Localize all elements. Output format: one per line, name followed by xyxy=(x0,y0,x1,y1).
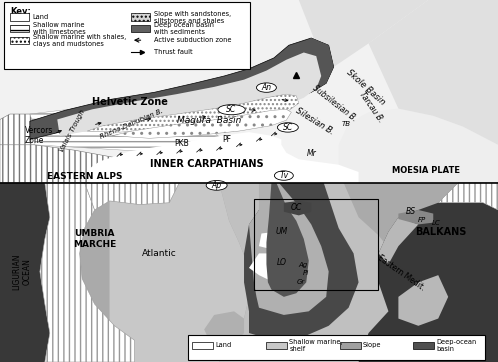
Polygon shape xyxy=(244,183,359,340)
Bar xyxy=(254,199,378,290)
Polygon shape xyxy=(90,132,359,183)
Text: Slope: Slope xyxy=(363,342,381,349)
Text: Rheno-Danubian B.: Rheno-Danubian B. xyxy=(100,108,164,140)
Polygon shape xyxy=(266,183,309,297)
Polygon shape xyxy=(219,183,408,362)
Text: Thrust fault: Thrust fault xyxy=(154,49,193,55)
Polygon shape xyxy=(249,183,329,315)
Polygon shape xyxy=(259,232,284,250)
Polygon shape xyxy=(438,183,498,210)
Polygon shape xyxy=(249,253,279,282)
Text: Mr: Mr xyxy=(306,150,316,158)
Polygon shape xyxy=(339,109,498,183)
Polygon shape xyxy=(369,0,498,145)
Polygon shape xyxy=(0,183,50,362)
Text: Shallow marine
with limestones: Shallow marine with limestones xyxy=(33,22,86,35)
Polygon shape xyxy=(378,217,418,264)
Polygon shape xyxy=(398,210,433,224)
Polygon shape xyxy=(0,183,498,362)
Text: Tarcau B.: Tarcau B. xyxy=(357,90,385,125)
Text: Silesian B.: Silesian B. xyxy=(294,106,336,136)
Bar xyxy=(10,25,29,32)
Text: Eastern Medit.: Eastern Medit. xyxy=(375,254,426,293)
Polygon shape xyxy=(204,311,244,344)
Bar xyxy=(192,342,213,349)
Text: Ag: Ag xyxy=(298,262,307,268)
Polygon shape xyxy=(264,38,334,107)
Polygon shape xyxy=(284,201,311,215)
Text: PF: PF xyxy=(222,135,231,144)
Text: PKB: PKB xyxy=(174,139,189,148)
Text: Shallow marine,
shelf: Shallow marine, shelf xyxy=(289,339,343,352)
Text: Deep ocean basin
with sediments: Deep ocean basin with sediments xyxy=(154,22,214,35)
Text: INNER CARPATHIANS: INNER CARPATHIANS xyxy=(150,159,263,169)
Text: Ap: Ap xyxy=(212,181,222,190)
Polygon shape xyxy=(87,94,299,132)
Bar xyxy=(131,25,150,32)
Bar xyxy=(413,342,434,349)
Text: UMBRIA
MARCHE: UMBRIA MARCHE xyxy=(73,229,116,249)
Text: TB: TB xyxy=(342,121,351,127)
Text: EASTERN ALPS: EASTERN ALPS xyxy=(47,172,123,181)
Polygon shape xyxy=(85,183,179,210)
Text: MOESIA PLATE: MOESIA PLATE xyxy=(392,167,460,175)
Text: Gr: Gr xyxy=(297,279,305,285)
Text: SC: SC xyxy=(227,105,237,114)
Ellipse shape xyxy=(206,181,227,190)
Polygon shape xyxy=(40,183,134,362)
Text: BS: BS xyxy=(406,207,416,216)
Ellipse shape xyxy=(256,83,276,92)
Text: Helvetic Zone: Helvetic Zone xyxy=(92,97,167,107)
Bar xyxy=(340,342,361,349)
Polygon shape xyxy=(0,114,40,145)
Text: UM: UM xyxy=(275,227,287,236)
Polygon shape xyxy=(0,141,159,183)
Ellipse shape xyxy=(277,123,298,132)
Bar xyxy=(10,13,29,21)
Text: OC: OC xyxy=(291,203,302,211)
Bar xyxy=(4,2,250,69)
Polygon shape xyxy=(0,0,498,183)
Text: Skole Basin: Skole Basin xyxy=(345,68,387,107)
Text: Vercors
Zone: Vercors Zone xyxy=(25,126,53,146)
Text: Key:: Key: xyxy=(10,7,31,16)
Ellipse shape xyxy=(274,171,293,180)
Polygon shape xyxy=(112,109,291,138)
Bar xyxy=(188,335,485,360)
Text: Land: Land xyxy=(33,14,49,20)
Polygon shape xyxy=(30,101,229,129)
Text: Slope with sandstones,
siltstones and shales: Slope with sandstones, siltstones and sh… xyxy=(154,10,231,24)
Text: Tv: Tv xyxy=(279,171,288,180)
Text: Land: Land xyxy=(216,342,232,349)
Text: Subsilesian B.: Subsilesian B. xyxy=(311,83,359,123)
Text: Active subduction zone: Active subduction zone xyxy=(154,37,232,43)
Ellipse shape xyxy=(218,105,246,115)
Polygon shape xyxy=(359,183,498,362)
Polygon shape xyxy=(110,183,249,362)
Text: LO: LO xyxy=(276,258,286,267)
Text: Pi: Pi xyxy=(303,270,309,276)
Text: LC: LC xyxy=(431,220,440,226)
Text: Atlantic: Atlantic xyxy=(142,249,177,258)
Polygon shape xyxy=(299,0,428,67)
Text: Shallow marine with shales,
clays and mudstones: Shallow marine with shales, clays and mu… xyxy=(33,34,126,47)
Polygon shape xyxy=(398,275,448,326)
Bar xyxy=(266,342,287,349)
Text: BALKANS: BALKANS xyxy=(415,227,467,237)
Text: LIGURIAN
OCEAN: LIGURIAN OCEAN xyxy=(13,253,32,290)
Text: An: An xyxy=(261,83,271,92)
Bar xyxy=(10,37,29,44)
Text: FP: FP xyxy=(418,217,426,223)
Polygon shape xyxy=(57,52,321,136)
Text: SC: SC xyxy=(283,123,293,132)
Polygon shape xyxy=(35,123,229,154)
Text: Valais Trough: Valais Trough xyxy=(59,109,86,153)
Text: Deep-ocean
basin: Deep-ocean basin xyxy=(437,339,477,352)
Polygon shape xyxy=(30,38,334,139)
Bar xyxy=(131,13,150,21)
Text: Magura  Basin: Magura Basin xyxy=(177,116,242,125)
